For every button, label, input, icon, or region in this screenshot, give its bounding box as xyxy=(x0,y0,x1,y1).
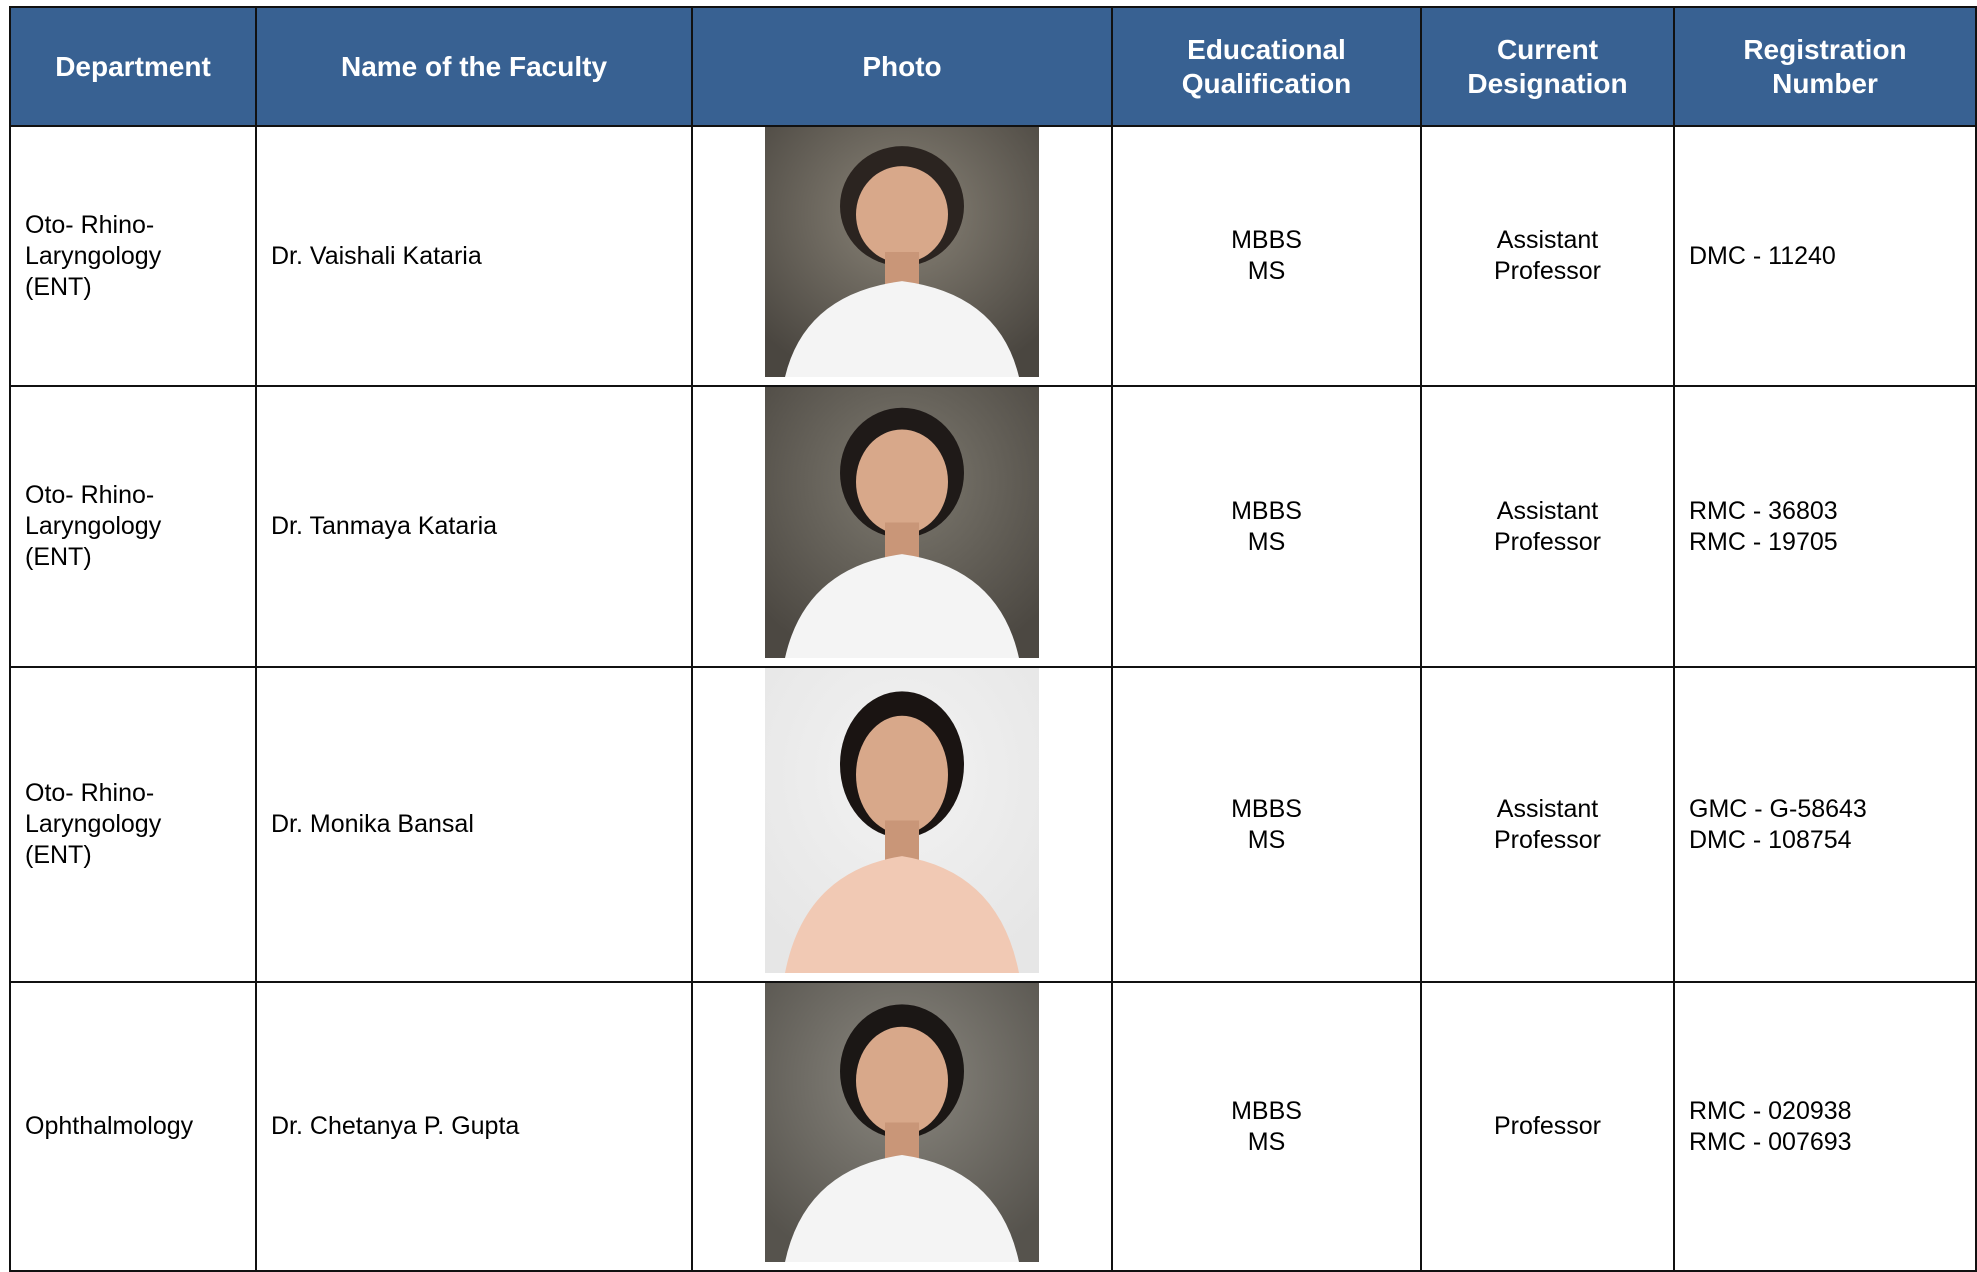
text-line: (ENT) xyxy=(25,543,92,571)
text-line: (ENT) xyxy=(25,272,92,301)
faculty-table: Department Name of the Faculty Photo Educat… xyxy=(9,6,1977,1272)
text-line: Assistant xyxy=(1496,226,1599,254)
text-line: Designation xyxy=(1467,67,1628,99)
text-line: Professor xyxy=(1494,257,1601,285)
text-line: Assistant xyxy=(1496,794,1599,823)
text-line: RMC - 19705 xyxy=(1689,527,1838,556)
department-cell: Oto- Rhino- Laryngology (ENT) xyxy=(9,125,257,387)
photo xyxy=(765,127,1039,377)
text-line: Oto- Rhino- xyxy=(25,210,155,239)
name-cell: Dr. Monika Bansal xyxy=(255,666,693,983)
registration-cell: RMC - 36803 RMC - 19705 xyxy=(1673,385,1977,668)
text-line: Professor xyxy=(1494,1112,1601,1140)
column-header: Department xyxy=(9,6,257,127)
photo-portrait xyxy=(765,387,1039,658)
designation-cell: Assistant Professor xyxy=(1420,125,1675,387)
qualification-cell: MBBS MS xyxy=(1111,981,1422,1272)
text-line: Name of the Faculty xyxy=(340,50,608,82)
photo-cell xyxy=(691,125,1113,387)
header-row: Department Name of the Faculty Photo Educat… xyxy=(9,6,1977,127)
text-line: Number xyxy=(1772,67,1878,99)
text-line: Ophthalmology xyxy=(25,1112,194,1140)
photo xyxy=(765,668,1039,973)
column-header: Name of the Faculty xyxy=(255,6,693,127)
designation-cell: Assistant Professor xyxy=(1420,385,1675,668)
registration-cell: RMC - 020938 RMC - 007693 xyxy=(1673,981,1977,1272)
text-line: DMC - 11240 xyxy=(1689,241,1836,270)
text-line: Professor xyxy=(1494,527,1601,556)
photo-cell xyxy=(691,385,1113,668)
photo-cell xyxy=(691,981,1113,1272)
photo-portrait xyxy=(765,668,1039,973)
faculty-row: Ophthalmology Dr. Chetanya P. Gupta MBBS M… xyxy=(9,981,1977,1272)
text-line: Professor xyxy=(1494,825,1601,854)
text-line: Current xyxy=(1496,33,1599,65)
qualification-cell: MBBS MS xyxy=(1111,385,1422,668)
registration-cell: DMC - 11240 xyxy=(1673,125,1977,387)
name-cell: Dr. Chetanya P. Gupta xyxy=(255,981,693,1272)
qualification-cell: MBBS MS xyxy=(1111,125,1422,387)
text-line: Oto- Rhino- xyxy=(25,779,155,807)
text-line: MS xyxy=(1247,527,1286,556)
qualification-cell: MBBS MS xyxy=(1111,666,1422,983)
text-line: Educational xyxy=(1187,33,1346,65)
table-body: Oto- Rhino- Laryngology (ENT) Dr. Vaishali … xyxy=(9,125,1977,1272)
text-line: RMC - 36803 xyxy=(1689,496,1838,525)
photo xyxy=(765,387,1039,658)
text-line: Oto- Rhino- xyxy=(25,481,155,509)
registration-cell: GMC - G-58643 DMC - 108754 xyxy=(1673,666,1977,983)
text-line: Laryngology xyxy=(25,810,162,838)
photo xyxy=(765,983,1039,1262)
text: Dr. Vaishali Kataria xyxy=(271,241,482,270)
text-line: Qualification xyxy=(1181,67,1352,99)
text-line: RMC - 020938 xyxy=(1689,1096,1852,1125)
text: Dr. Chetanya P. Gupta xyxy=(271,1112,520,1140)
designation-cell: Professor xyxy=(1420,981,1675,1272)
designation-cell: Assistant Professor xyxy=(1420,666,1675,983)
photo-portrait xyxy=(765,127,1039,377)
text-line: Laryngology xyxy=(25,512,162,540)
text-line: MBBS xyxy=(1231,1096,1302,1125)
column-header: Registration Number xyxy=(1673,6,1977,127)
department-cell: Oto- Rhino- Laryngology (ENT) xyxy=(9,666,257,983)
faculty-row: Oto- Rhino- Laryngology (ENT) Dr. Tanmaya K… xyxy=(9,385,1977,668)
column-header: Current Designation xyxy=(1420,6,1675,127)
photo-cell xyxy=(691,666,1113,983)
text-line: Department xyxy=(55,50,211,82)
name-cell: Dr. Vaishali Kataria xyxy=(255,125,693,387)
text-line: GMC - G-58643 xyxy=(1689,794,1867,823)
text: Dr. Monika Bansal xyxy=(271,810,474,838)
page: {"table": { "headers": [["Department"], … xyxy=(9,6,1977,1272)
photo-portrait xyxy=(765,983,1039,1262)
text-line: Registration xyxy=(1743,33,1907,65)
text-line: Assistant xyxy=(1496,496,1599,525)
department-cell: Ophthalmology xyxy=(9,981,257,1272)
text-line: MBBS xyxy=(1231,794,1302,823)
department-cell: Oto- Rhino- Laryngology (ENT) xyxy=(9,385,257,668)
text-line: Laryngology xyxy=(25,241,162,270)
text-line: MBBS xyxy=(1231,226,1302,254)
faculty-row: Oto- Rhino- Laryngology (ENT) Dr. Vaishali … xyxy=(9,125,1977,387)
text-line: MS xyxy=(1247,1127,1286,1156)
faculty-row: Oto- Rhino- Laryngology (ENT) Dr. Monika Ba… xyxy=(9,666,1977,983)
text-line: MS xyxy=(1247,825,1286,854)
text-line: MBBS xyxy=(1231,496,1302,525)
text-line: Photo xyxy=(862,50,942,82)
text-line: RMC - 007693 xyxy=(1689,1127,1852,1156)
name-cell: Dr. Tanmaya Kataria xyxy=(255,385,693,668)
column-header: Photo xyxy=(691,6,1113,127)
text-line: MS xyxy=(1247,257,1286,285)
text-line: (ENT) xyxy=(25,841,92,869)
text: Dr. Tanmaya Kataria xyxy=(271,512,498,540)
column-header: Educational Qualification xyxy=(1111,6,1422,127)
text-line: DMC - 108754 xyxy=(1689,825,1852,854)
